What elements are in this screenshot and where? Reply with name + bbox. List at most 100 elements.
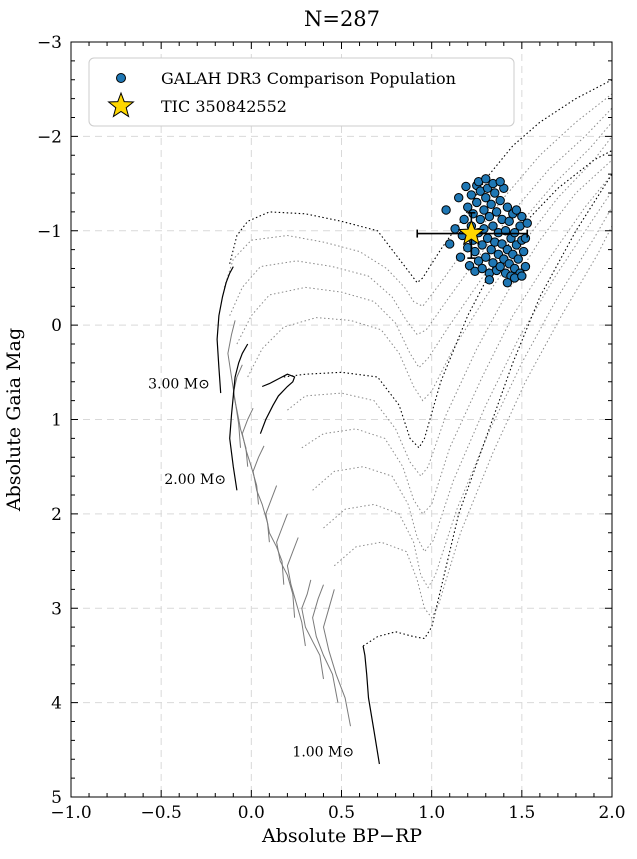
- y-tick-label: 2: [51, 505, 62, 525]
- mass-track-gray: [322, 589, 351, 727]
- population-point: [504, 216, 514, 227]
- population-point: [445, 239, 455, 249]
- population-point: [484, 275, 495, 285]
- x-tick-labels: −1.0 −0.5 0.0 0.5 1.0 1.5 2.0: [50, 803, 625, 823]
- population-point: [520, 261, 531, 272]
- population-point: [509, 227, 520, 238]
- x-tick-label: 1.5: [508, 803, 535, 823]
- y-tick-label: 3: [51, 599, 62, 619]
- population-point: [461, 181, 471, 192]
- x-axis-label: Absolute BP−RP: [261, 825, 422, 847]
- population-point: [450, 224, 460, 234]
- population-point: [491, 207, 502, 217]
- isochrone-track-black: [229, 79, 613, 284]
- legend: GALAH DR3 Comparison Population TIC 3508…: [88, 57, 515, 127]
- population-point: [495, 261, 505, 272]
- population-point: [459, 214, 469, 225]
- isochrone-track-gray: [223, 93, 613, 307]
- mass-track-gray: [312, 584, 339, 703]
- y-tick-label: 1: [51, 411, 62, 431]
- grid: [71, 42, 612, 797]
- y-tick-label: 4: [51, 694, 62, 714]
- chart-title: N=287: [304, 7, 380, 31]
- population-point: [464, 260, 475, 271]
- population-point: [473, 256, 484, 266]
- mass-label: 3.00 M⊙: [148, 377, 210, 393]
- population-point: [502, 202, 513, 212]
- population-point: [481, 193, 491, 203]
- population-point: [475, 214, 486, 225]
- population-point: [511, 205, 522, 215]
- population-point: [502, 277, 513, 288]
- isochrone-track-gray: [236, 121, 613, 369]
- population-point: [520, 233, 531, 244]
- target-star-marker: [457, 219, 486, 246]
- population-point: [517, 211, 527, 222]
- axis-ticks: [70, 41, 613, 798]
- mass-track-black: [362, 645, 380, 765]
- population-point: [484, 211, 495, 222]
- population-point: [466, 190, 477, 200]
- y-tick-label: −2: [37, 127, 62, 147]
- population-point: [490, 188, 500, 198]
- legend-box: [88, 57, 515, 127]
- mass-labels: 3.00 M⊙ 2.00 M⊙ 1.00 M⊙: [148, 377, 354, 761]
- population-point: [479, 205, 489, 215]
- population-point: [497, 239, 507, 249]
- isochrone-track-gray: [287, 159, 613, 477]
- population-point: [477, 240, 487, 250]
- evolutionary-tracks: [216, 79, 613, 765]
- y-axis-label: Absolute Gaia Mag: [3, 328, 25, 512]
- population-point: [486, 244, 496, 255]
- x-tick-label: 2.0: [598, 803, 625, 823]
- mass-label: 1.00 M⊙: [292, 745, 354, 761]
- legend-star-icon: [107, 91, 135, 118]
- y-tick-label: 5: [51, 788, 62, 808]
- population-point: [477, 263, 487, 274]
- population-point: [518, 246, 529, 257]
- population-point: [454, 193, 464, 203]
- isochrone-track-black: [283, 150, 613, 449]
- mass-track-black: [229, 343, 249, 491]
- x-tick-label: 0.5: [328, 803, 355, 823]
- population-point: [495, 195, 505, 206]
- population-point: [486, 199, 496, 210]
- y-tick-label: −3: [37, 33, 62, 53]
- population-point: [488, 221, 498, 231]
- x-tick-label: −0.5: [141, 803, 182, 823]
- isochrone-track-gray: [301, 173, 613, 515]
- population-point: [517, 271, 527, 281]
- target-star-group: [416, 212, 529, 259]
- y-tick-label: 0: [51, 316, 62, 336]
- population-point: [455, 252, 466, 262]
- isochrone-track-gray: [229, 107, 613, 336]
- legend-population-label: GALAH DR3 Comparison Population: [161, 69, 456, 88]
- legend-target-label: TIC 350842552: [161, 97, 287, 116]
- population-point: [441, 205, 451, 215]
- mass-track-gray: [286, 537, 306, 647]
- population-point: [481, 174, 491, 184]
- population-point: [522, 218, 532, 228]
- x-tick-label: 1.0: [418, 803, 445, 823]
- y-tick-label: −1: [37, 222, 62, 242]
- population-point: [495, 176, 505, 187]
- y-tick-labels: −3 −2 −1 0 1 2 3 4 5: [37, 33, 62, 808]
- population-point: [463, 202, 473, 212]
- mass-track-gray: [265, 485, 285, 585]
- population-point: [513, 254, 523, 264]
- mass-track-gray: [227, 320, 241, 448]
- legend-population-marker: [116, 73, 126, 83]
- mass-track-gray: [301, 579, 324, 680]
- population-point: [481, 252, 491, 262]
- isochrone-track-gray: [247, 136, 613, 402]
- mass-label: 2.00 M⊙: [164, 472, 226, 488]
- x-tick-label: −1.0: [50, 803, 91, 823]
- mass-track-black: [216, 266, 234, 394]
- x-tick-label: 0.0: [238, 803, 265, 823]
- mass-track-black: [259, 373, 296, 434]
- mass-track-gray: [276, 513, 296, 618]
- isochrone-track-gray: [333, 225, 613, 619]
- population-point: [472, 197, 482, 208]
